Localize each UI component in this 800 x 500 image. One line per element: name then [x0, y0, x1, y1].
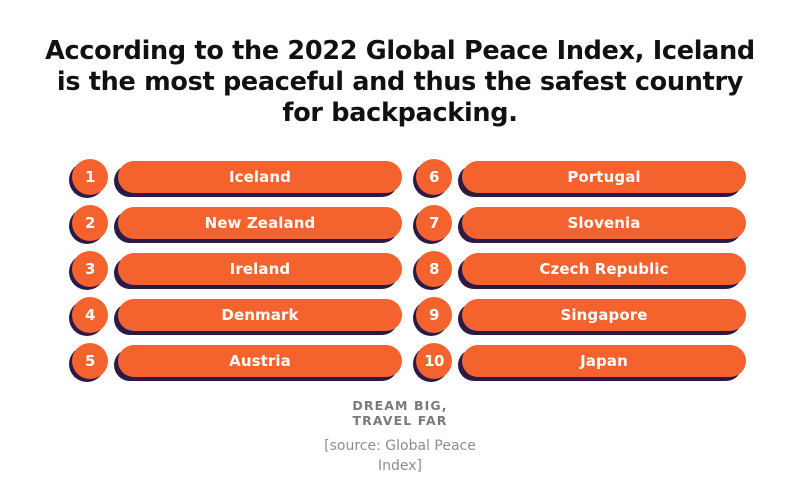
rank-badge: 5: [69, 343, 108, 382]
list-item[interactable]: 1 Iceland: [69, 158, 402, 198]
country-label: New Zealand: [204, 213, 316, 232]
country-pill[interactable]: Iceland: [114, 161, 402, 197]
list-item[interactable]: 9 Singapore: [413, 296, 746, 336]
rank-number: 7: [416, 205, 452, 241]
rank-badge: 10: [413, 343, 452, 382]
rank-number: 10: [416, 343, 452, 379]
country-pill[interactable]: Austria: [114, 345, 402, 381]
country-pill[interactable]: Czech Republic: [458, 253, 746, 289]
pill-body: Slovenia: [462, 207, 746, 239]
pill-body: Denmark: [118, 299, 402, 331]
country-label: Singapore: [560, 305, 648, 324]
country-label: Japan: [580, 351, 628, 370]
list-item[interactable]: 4 Denmark: [69, 296, 402, 336]
pill-body: Ireland: [118, 253, 402, 285]
rank-badge: 9: [413, 297, 452, 336]
country-pill[interactable]: Denmark: [114, 299, 402, 335]
rank-badge: 3: [69, 251, 108, 290]
pill-body: Iceland: [118, 161, 402, 193]
rank-number: 4: [72, 297, 108, 333]
list-item[interactable]: 5 Austria: [69, 342, 402, 382]
list-item[interactable]: 8 Czech Republic: [413, 250, 746, 290]
page-title: According to the 2022 Global Peace Index…: [45, 36, 755, 128]
rank-badge: 8: [413, 251, 452, 290]
list-item[interactable]: 3 Ireland: [69, 250, 402, 290]
rank-number: 1: [72, 159, 108, 195]
list-item[interactable]: 10 Japan: [413, 342, 746, 382]
list-item[interactable]: 7 Slovenia: [413, 204, 746, 244]
country-pill[interactable]: Singapore: [458, 299, 746, 335]
country-pill[interactable]: Portugal: [458, 161, 746, 197]
ranking-list: 1 Iceland 2 New Zealand: [0, 158, 800, 383]
pill-body: New Zealand: [118, 207, 402, 239]
rank-number: 2: [72, 205, 108, 241]
footer: DREAM BIG, TRAVEL FAR [source: Global Pe…: [0, 398, 800, 476]
rank-badge: 1: [69, 159, 108, 198]
rank-badge: 2: [69, 205, 108, 244]
list-item[interactable]: 2 New Zealand: [69, 204, 402, 244]
country-pill[interactable]: Slovenia: [458, 207, 746, 243]
rank-badge: 6: [413, 159, 452, 198]
pill-body: Austria: [118, 345, 402, 377]
rank-number: 5: [72, 343, 108, 379]
tagline-line-2: TRAVEL FAR: [352, 413, 448, 428]
country-pill[interactable]: Japan: [458, 345, 746, 381]
tagline-line-1: DREAM BIG,: [352, 398, 448, 413]
country-label: Portugal: [567, 167, 641, 186]
country-label: Austria: [229, 351, 291, 370]
rank-badge: 4: [69, 297, 108, 336]
tagline: DREAM BIG, TRAVEL FAR: [0, 398, 800, 428]
country-label: Czech Republic: [539, 259, 669, 278]
rank-number: 6: [416, 159, 452, 195]
country-label: Slovenia: [567, 213, 641, 232]
country-label: Iceland: [228, 167, 292, 186]
country-pill[interactable]: Ireland: [114, 253, 402, 289]
pill-body: Singapore: [462, 299, 746, 331]
pill-body: Portugal: [462, 161, 746, 193]
pill-body: Japan: [462, 345, 746, 377]
country-label: Denmark: [221, 305, 299, 324]
source-credit: [source: Global Peace Index]: [324, 438, 476, 474]
country-pill[interactable]: New Zealand: [114, 207, 402, 243]
rank-number: 9: [416, 297, 452, 333]
rank-number: 8: [416, 251, 452, 287]
ranking-column-left: 1 Iceland 2 New Zealand: [69, 158, 402, 383]
rank-badge: 7: [413, 205, 452, 244]
pill-body: Czech Republic: [462, 253, 746, 285]
rank-number: 3: [72, 251, 108, 287]
country-label: Ireland: [229, 259, 291, 278]
ranking-column-right: 6 Portugal 7 Slovenia: [413, 158, 746, 383]
list-item[interactable]: 6 Portugal: [413, 158, 746, 198]
